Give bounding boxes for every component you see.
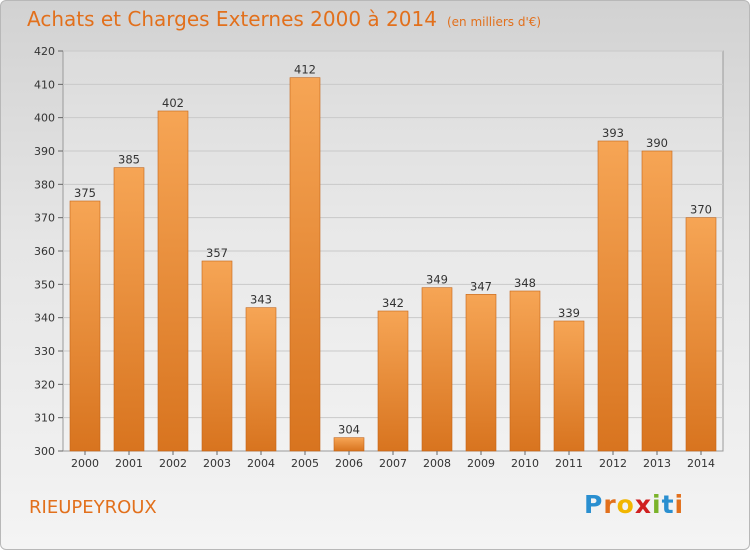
bar-value-label: 393	[602, 126, 624, 140]
bar-value-label: 402	[162, 96, 184, 110]
logo-letter: i	[652, 490, 662, 519]
bar-value-label: 390	[646, 136, 668, 150]
x-tick-label: 2004	[247, 457, 275, 470]
bar	[553, 320, 585, 452]
bar	[289, 77, 321, 452]
bar	[245, 307, 277, 452]
y-tick-label: 320	[34, 378, 55, 391]
bar-value-label: 339	[558, 306, 580, 320]
y-tick-label: 370	[34, 212, 55, 225]
bar	[509, 290, 541, 452]
x-tick-label: 2000	[71, 457, 99, 470]
logo-letter: r	[603, 490, 617, 519]
bar-value-label: 385	[118, 153, 140, 167]
bar	[421, 287, 453, 452]
logo-letter: o	[616, 490, 635, 519]
commune-name: RIEUPEYROUX	[29, 497, 157, 518]
chart-axes: 300 310 320 330 340 350 360 370 380 390 400 410 420 2…	[34, 45, 715, 470]
x-tick-label: 2007	[379, 457, 407, 470]
y-tick-label: 390	[34, 145, 55, 158]
chart-data-labels: 375 385 402 357 343 412 304 342 349 347 348 339 393 3…	[74, 63, 712, 437]
x-tick-label: 2001	[115, 457, 143, 470]
x-tick-label: 2006	[335, 457, 363, 470]
bar-value-label: 375	[74, 186, 96, 200]
bar-value-label: 304	[338, 423, 360, 437]
bar-value-label: 347	[470, 279, 492, 293]
chart-bars	[69, 77, 717, 452]
bar-value-label: 348	[514, 276, 536, 290]
bar	[201, 260, 233, 452]
chart-title-text: Achats et Charges Externes 2000 à 2014	[27, 7, 437, 31]
logo-letter: i	[674, 490, 685, 519]
y-tick-label: 310	[34, 412, 55, 425]
chart-title: Achats et Charges Externes 2000 à 2014 (e…	[27, 7, 541, 31]
proxiti-logo: Proxiti	[584, 490, 684, 519]
y-tick-label: 380	[34, 178, 55, 191]
bar-value-label: 412	[294, 63, 316, 77]
bar	[641, 150, 673, 452]
x-tick-label: 2002	[159, 457, 187, 470]
y-tick-label: 350	[34, 278, 55, 291]
y-tick-label: 330	[34, 345, 55, 358]
logo-letter: t	[661, 490, 675, 519]
x-tick-label: 2003	[203, 457, 231, 470]
bar	[377, 310, 409, 452]
y-tick-label: 360	[34, 245, 55, 258]
bar	[685, 217, 717, 452]
y-tick-label: 410	[34, 78, 55, 91]
x-tick-label: 2010	[511, 457, 539, 470]
x-tick-label: 2014	[687, 457, 715, 470]
x-tick-label: 2008	[423, 457, 451, 470]
bar	[69, 200, 101, 452]
logo-letter: x	[634, 490, 652, 519]
y-tick-label: 400	[34, 112, 55, 125]
y-tick-label: 420	[34, 45, 55, 58]
bar	[465, 294, 497, 452]
x-tick-label: 2013	[643, 457, 671, 470]
chart-subtitle: (en milliers d'€)	[446, 15, 542, 29]
x-tick-label: 2012	[599, 457, 627, 470]
bar	[333, 437, 365, 452]
x-tick-label: 2009	[467, 457, 495, 470]
bar-value-label: 357	[206, 246, 228, 260]
bar-value-label: 349	[426, 273, 448, 287]
bar	[157, 110, 189, 452]
bar-value-label: 343	[250, 293, 272, 307]
logo-letter: P	[584, 490, 604, 519]
bar	[597, 140, 629, 452]
x-tick-label: 2011	[555, 457, 583, 470]
bar-value-label: 370	[690, 203, 712, 217]
x-tick-label: 2005	[291, 457, 319, 470]
bar	[113, 167, 145, 452]
y-tick-label: 300	[34, 445, 55, 458]
bar-value-label: 342	[382, 296, 404, 310]
y-tick-label: 340	[34, 312, 55, 325]
